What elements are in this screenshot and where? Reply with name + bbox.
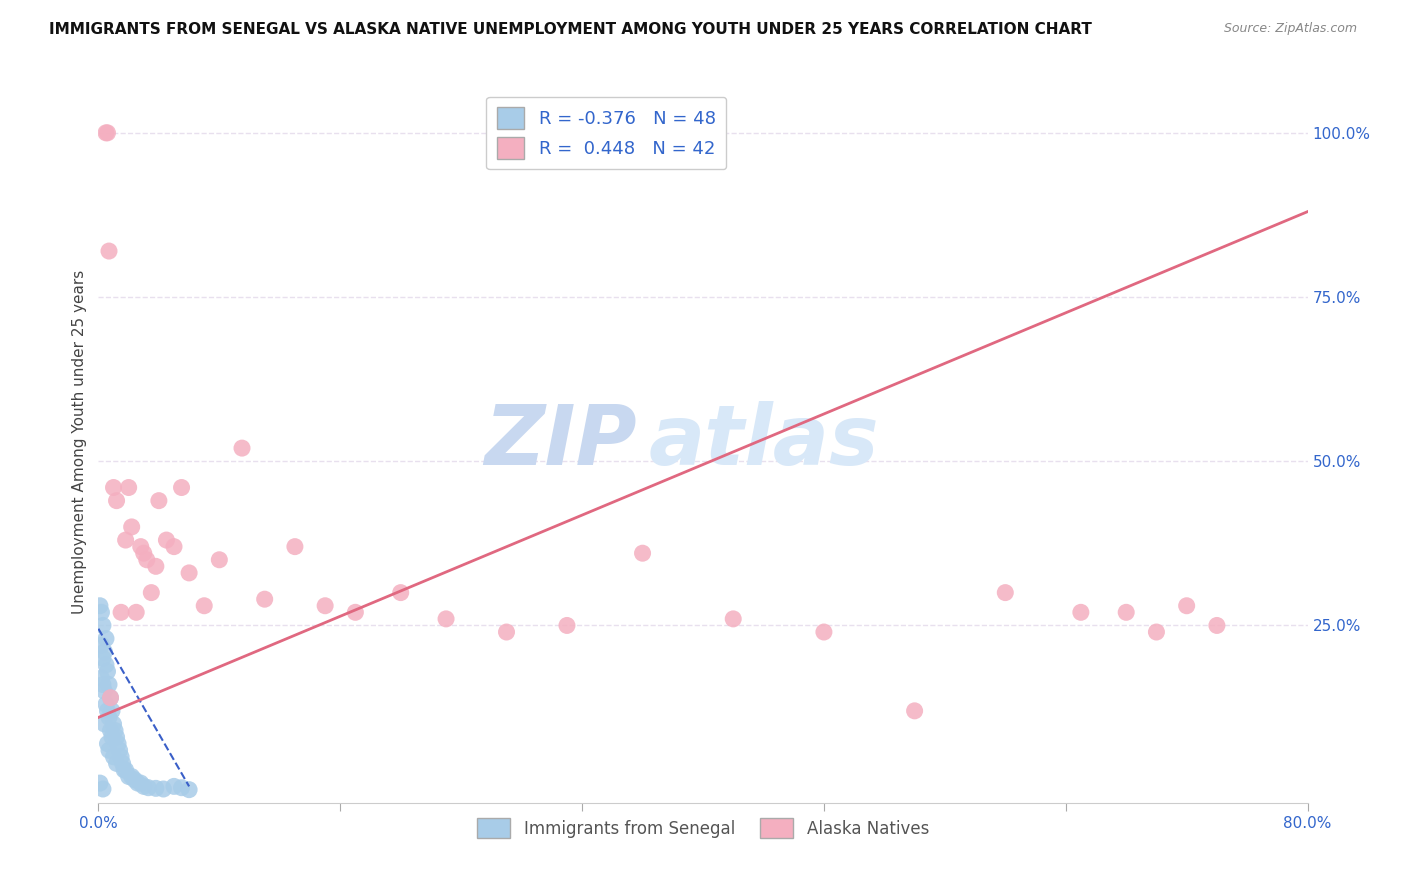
Point (114, 533, 136, 547)
Point (110, 605, 132, 619)
Point (136, 780, 159, 795)
Point (389, 585, 412, 599)
Y-axis label: Unemployment Among Youth under 25 years: Unemployment Among Youth under 25 years (72, 269, 87, 614)
Point (98, 677, 121, 691)
Point (91, 651, 114, 665)
Point (148, 493, 170, 508)
Point (145, 781, 167, 796)
Point (93, 645, 115, 659)
Point (112, 763, 135, 777)
Point (100, 690, 122, 705)
Point (98, 743, 121, 757)
Point (110, 749, 132, 764)
Point (101, 704, 124, 718)
Point (231, 441, 253, 455)
Point (132, 546, 155, 560)
Point (121, 770, 143, 784)
Point (132, 780, 155, 794)
Text: Source: ZipAtlas.com: Source: ZipAtlas.com (1223, 22, 1357, 36)
Point (284, 540, 307, 554)
Point (90, 605, 112, 619)
Point (1206, 618, 1229, 632)
Point (107, 737, 129, 751)
Point (495, 625, 517, 640)
Point (94, 698, 117, 712)
Point (105, 730, 128, 744)
Point (103, 749, 125, 764)
Point (193, 599, 215, 613)
Point (170, 481, 193, 495)
Point (1115, 605, 1137, 619)
Point (723, 612, 745, 626)
Text: atlas: atlas (648, 401, 879, 482)
Point (105, 756, 128, 771)
Point (89, 599, 111, 613)
Point (96, 737, 118, 751)
Point (434, 612, 457, 626)
Point (127, 776, 149, 790)
Point (129, 776, 152, 790)
Point (314, 599, 336, 613)
Point (96, 704, 118, 718)
Point (104, 723, 127, 738)
Point (155, 533, 177, 547)
Point (1175, 599, 1198, 613)
Point (344, 605, 367, 619)
Point (145, 559, 167, 574)
Point (100, 690, 122, 705)
Point (631, 546, 654, 560)
Point (93, 684, 115, 698)
Point (111, 756, 134, 771)
Point (1070, 605, 1092, 619)
Point (170, 780, 193, 795)
Point (91, 782, 114, 797)
Point (94, 632, 117, 646)
Point (105, 493, 128, 508)
Text: IMMIGRANTS FROM SENEGAL VS ALASKA NATIVE UNEMPLOYMENT AMONG YOUTH UNDER 25 YEARS: IMMIGRANTS FROM SENEGAL VS ALASKA NATIVE… (49, 22, 1092, 37)
Point (124, 772, 146, 787)
Point (125, 605, 148, 619)
Point (100, 723, 122, 738)
Point (208, 553, 231, 567)
Point (98, 710, 121, 724)
Point (108, 743, 131, 757)
Point (91, 677, 114, 691)
Legend: Immigrants from Senegal, Alaska Natives: Immigrants from Senegal, Alaska Natives (471, 812, 935, 845)
Point (96, 126, 118, 140)
Point (101, 730, 124, 744)
Point (114, 763, 136, 777)
Point (141, 585, 163, 599)
Point (118, 481, 141, 495)
Point (121, 520, 143, 534)
Point (994, 585, 1017, 599)
Point (89, 776, 111, 790)
Point (179, 782, 201, 797)
Point (129, 540, 152, 554)
Point (91, 618, 114, 632)
Point (103, 717, 125, 731)
Point (103, 481, 125, 495)
Point (152, 782, 174, 797)
Point (93, 717, 115, 731)
Point (135, 553, 157, 567)
Point (904, 704, 927, 718)
Point (163, 540, 186, 554)
Point (555, 618, 578, 632)
Point (94, 126, 117, 140)
Text: ZIP: ZIP (484, 401, 637, 482)
Point (90, 671, 112, 685)
Point (1144, 625, 1167, 640)
Point (90, 638, 112, 652)
Point (94, 657, 117, 672)
Point (813, 625, 835, 640)
Point (163, 780, 186, 794)
Point (98, 244, 121, 258)
Point (118, 770, 141, 784)
Point (96, 665, 118, 679)
Point (253, 592, 276, 607)
Point (179, 566, 201, 580)
